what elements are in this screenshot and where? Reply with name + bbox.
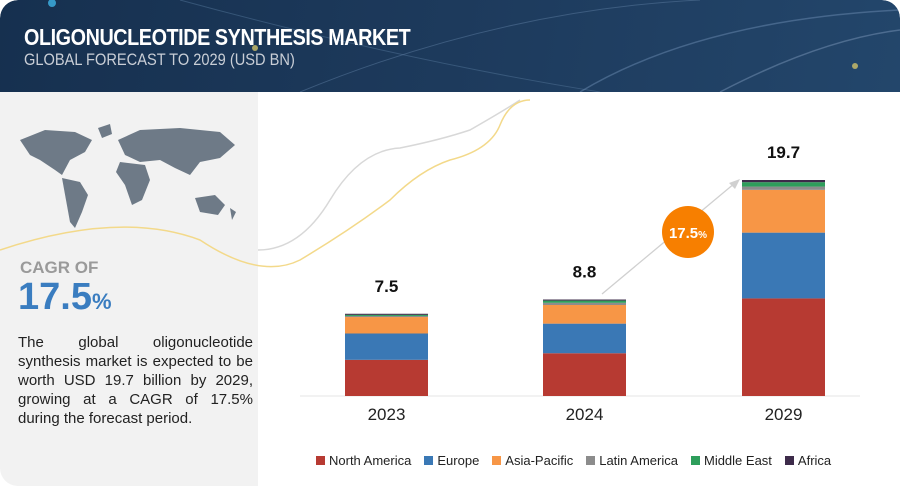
bar-segment-middle-east-2029 [742,182,825,187]
cagr-badge-unit: % [698,230,707,241]
bar-segment-europe-2029 [742,232,825,299]
decorative-curve [257,99,521,251]
bar-segment-middle-east-2023 [345,314,428,316]
legend-swatch [690,456,700,465]
cagr-number: 17.5 [18,276,92,318]
legend-item: Latin America [586,453,678,468]
decorative-curve [0,99,531,268]
legend-swatch [424,456,434,465]
bar-segment-africa-2023 [345,313,428,315]
bar-segment-asia-pacific-2024 [543,304,626,324]
legend-label: Africa [797,453,832,468]
bar-segment-africa-2024 [543,299,626,301]
bar-segment-africa-2029 [742,180,825,183]
world-map-icon [20,124,236,228]
bar-segment-latin-america-2024 [543,302,626,305]
x-tick-label: 2024 [566,405,604,424]
legend-swatch [316,456,325,465]
market-description: The global oligonucleotide synthesis mar… [18,334,253,427]
legend-label: Latin America [599,453,678,468]
bar-segment-europe-2023 [345,333,428,360]
legend-label: Middle East [703,453,772,468]
legend-item: Europe [424,453,479,468]
bar-total-label: 7.5 [375,277,399,296]
bar-segment-asia-pacific-2023 [345,317,428,334]
bar-segment-asia-pacific-2029 [742,189,825,233]
bar-segment-north-america-2023 [345,359,428,396]
legend-label: Europe [437,453,480,468]
chart-title: OLIGONUCLEOTIDE SYNTHESIS MARKET [24,24,411,50]
bar-total-label: 8.8 [573,263,597,282]
cagr-label: CAGR OF [20,258,99,277]
legend: North America Europe Asia-Pacific Latin Ame… [316,453,831,468]
bar-segment-north-america-2024 [543,353,626,396]
legend-item: North America [316,453,411,468]
legend-label: Asia-Pacific [505,453,574,468]
bar-segment-middle-east-2024 [543,300,626,303]
cagr-value: 17.5% [18,276,112,319]
header-banner: OLIGONUCLEOTIDE SYNTHESIS MARKET GLOBAL … [0,0,900,92]
x-tick-label: 2029 [765,405,803,424]
bar-total-label: 19.7 [767,143,800,162]
bar-segment-latin-america-2023 [345,315,428,318]
legend-swatch [586,456,596,465]
legend-item: Middle East [690,453,772,468]
legend-item: Asia-Pacific [492,453,573,468]
cagr-badge-text: 17.5% [669,225,707,242]
cagr-unit: % [91,289,112,314]
bar-segment-latin-america-2029 [742,186,825,190]
legend-swatch [492,456,502,465]
growth-arrowhead [729,179,740,189]
cagr-badge [662,206,714,258]
bar-segment-north-america-2029 [742,298,825,396]
chart-subtitle: GLOBAL FORECAST TO 2029 (USD BN) [24,50,295,69]
legend-item: Africa [784,453,832,468]
header-decoration [48,0,900,92]
x-tick-label: 2023 [368,405,406,424]
cagr-badge-value: 17.5 [669,225,698,242]
bar-segment-europe-2024 [543,323,626,354]
legend-swatch [784,456,794,465]
legend-label: North America [329,453,412,468]
